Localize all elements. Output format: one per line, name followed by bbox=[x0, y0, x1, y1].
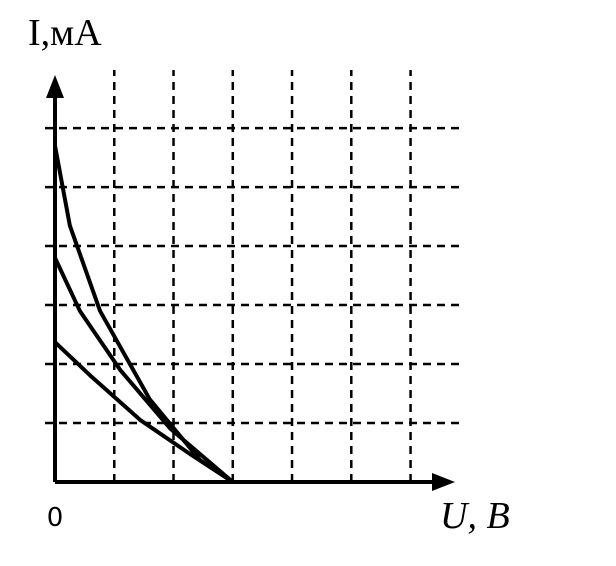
y-axis-label: I,мА bbox=[28, 12, 102, 54]
y-axis-arrow bbox=[46, 75, 64, 98]
curve bbox=[53, 340, 234, 484]
x-axis-arrow bbox=[432, 473, 455, 491]
x-tick-label: 0 bbox=[47, 503, 64, 533]
x-axis-label: U, B bbox=[440, 495, 510, 537]
curve bbox=[53, 257, 235, 484]
